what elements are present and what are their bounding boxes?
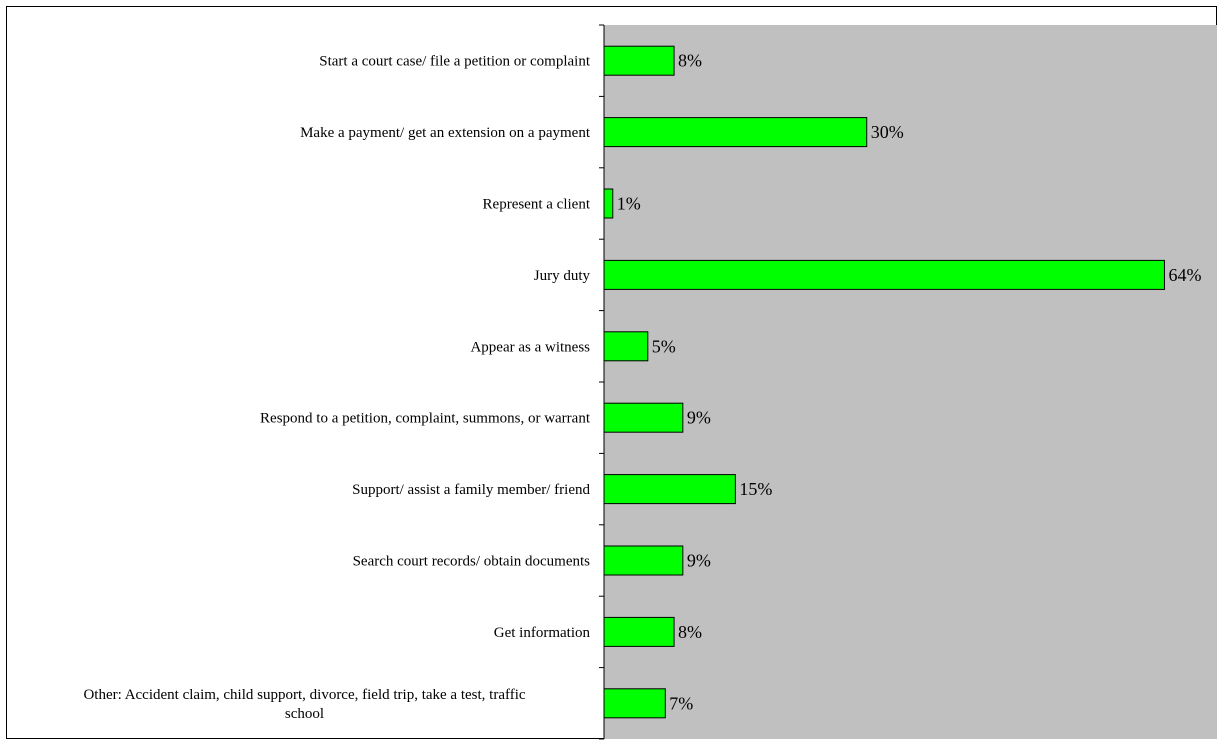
axis-ticks xyxy=(599,24,604,740)
bar xyxy=(603,402,684,433)
value-label: 5% xyxy=(652,336,676,356)
bar xyxy=(603,331,649,362)
bar-chart: Start a court case/ file a petition or c… xyxy=(83,24,1217,740)
value-label: 1% xyxy=(617,194,641,214)
category-label: Start a court case/ file a petition or c… xyxy=(319,54,591,70)
category-label: Respond to a petition, complaint, summon… xyxy=(260,411,591,427)
category-labels: Start a court case/ file a petition or c… xyxy=(83,54,590,722)
bars xyxy=(603,45,1165,719)
category-label: Support/ assist a family member/ friend xyxy=(352,482,590,498)
bar xyxy=(603,688,666,719)
value-label: 9% xyxy=(687,551,711,571)
bar xyxy=(603,545,684,576)
value-label: 9% xyxy=(687,408,711,428)
value-label: 15% xyxy=(739,479,772,499)
bar xyxy=(603,45,675,76)
category-label: Jury duty xyxy=(534,268,591,284)
category-label: Represent a client xyxy=(483,197,591,213)
category-label: Make a payment/ get an extension on a pa… xyxy=(300,125,591,141)
value-label: 8% xyxy=(678,51,702,71)
value-labels: 8% 30% 1% 64% 5% 9% 15% 9% 8% 7% xyxy=(617,51,1202,714)
value-label: 64% xyxy=(1168,265,1201,285)
value-label: 30% xyxy=(871,122,904,142)
category-label: Get information xyxy=(494,625,591,641)
bar xyxy=(603,616,675,647)
value-label: 8% xyxy=(678,622,702,642)
chart-frame: Start a court case/ file a petition or c… xyxy=(6,6,1217,740)
bar xyxy=(603,188,614,219)
category-label: Appear as a witness xyxy=(470,339,590,355)
bar xyxy=(603,117,868,148)
category-label: Other: Accident claim, child support, di… xyxy=(83,687,525,722)
value-label: 7% xyxy=(669,693,693,713)
category-label: Search court records/ obtain documents xyxy=(353,554,591,570)
bar xyxy=(603,259,1165,290)
bar xyxy=(603,474,736,505)
